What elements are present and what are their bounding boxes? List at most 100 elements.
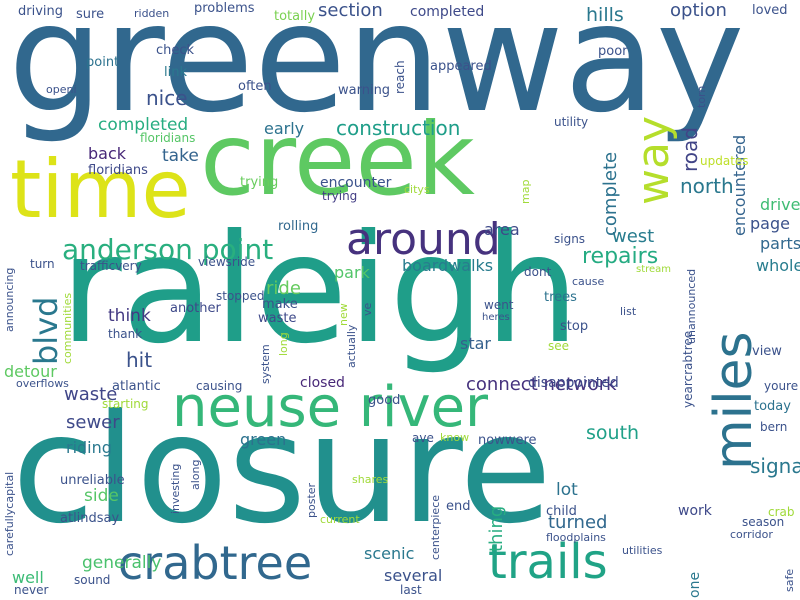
word-stopped: stopped [216,289,265,303]
word-carefullycapital: carefullycapital [3,471,16,556]
word-loved: totally [274,9,316,24]
word-another: another [170,301,221,316]
word-complete: complete [600,151,621,236]
word-west: west [612,226,655,247]
word-announcing: announcing [3,267,16,332]
word-scenic: turned [548,512,608,533]
word-poor: loved [752,3,788,18]
word-nowwere: nowwere [478,433,537,448]
word-warning: often [238,79,272,94]
word-creek: creek [200,101,475,218]
word-youre: youre [764,379,799,393]
word-encountered: encountered [730,134,749,236]
word-list: list [620,305,637,318]
word-waste: waste [258,311,297,326]
word-citys: citys [404,183,430,196]
word-signage: disappointed [528,375,619,391]
word-make: make [262,297,298,312]
word-hit: hit [126,348,153,372]
word-drive: drive [760,195,800,214]
word-crab: crab [768,505,795,519]
word-crabtree: crabtree [118,536,313,590]
word-new: new [337,303,350,326]
word-yearcrabtree: yearcrabtree [681,330,695,408]
word-north: north [680,174,734,198]
word-several: scenic [364,544,415,563]
word-south: star [460,334,491,353]
word-communities: communities [61,292,74,364]
word-road: road [678,127,702,172]
word-thing: lot [556,480,578,500]
word-anderson-point: anderson point [62,233,274,266]
word-dont: dont [524,265,552,279]
word-hills: hills [586,4,624,26]
word-early: early [264,119,305,138]
word-last: last [400,583,422,597]
word-miles: around [346,214,501,265]
word-section: section [318,0,383,21]
word-boardwalks: boardwalks [402,256,494,275]
word-raleigh: raleigh [60,203,580,377]
word-along: along [189,459,202,490]
word-whole: whole [756,256,800,275]
word-green: detour [4,362,57,381]
word-construction: construction [336,116,461,140]
word-closure: closure [12,383,552,557]
word-blvd: blvd [27,296,65,365]
word-investing: investing [169,463,182,514]
word-often: openi [46,83,77,96]
word-safe: safe [783,568,796,592]
word-ride: ride [266,278,301,299]
word-driving: work [678,503,712,519]
word-back: back [88,144,127,163]
word-atlindsay: atlindsay [60,511,120,526]
word-trees: trees [544,290,577,305]
word-ve: ve [361,302,374,316]
word-riding: side [84,486,119,506]
word-ave: ave [412,431,434,445]
word-torn: appeared [430,59,492,74]
word-sound: sound [74,573,111,587]
word-good: good [368,393,401,408]
word-generally: several [384,566,443,585]
word-side: sewer [66,412,120,433]
word-one: well [12,568,44,587]
word-page: page [750,214,790,233]
word-signs: signs [554,232,586,246]
word-disappointed: closed [300,375,345,391]
word-either: area [484,220,520,239]
word-many: trying [322,189,358,203]
word-know: know [440,431,470,444]
word-wonderful: map [519,179,532,204]
word-link: point [86,55,120,70]
word-area: encounter [320,175,392,191]
word-view: view [752,344,782,359]
word-system: system [259,344,272,384]
word-rolling: rolling [278,219,319,234]
word-way: way [628,116,679,205]
word-appeared: reach [393,60,407,94]
word-causing: causing [196,379,243,393]
word-detour: riding [66,438,112,457]
word-floridians: floridians [88,163,148,178]
word-time: time [10,143,191,236]
word-stream: stream [636,264,672,275]
word-viewsride: viewsride [198,255,256,269]
word-think: think [108,306,151,326]
word-utility: torn [695,85,708,108]
word-trafficvery: trafficvery [80,259,142,273]
word-option: option [670,0,727,21]
word-totally: problems [194,1,255,16]
word-work: one [687,571,703,598]
word-end: end [446,499,471,514]
word-centerpiece: centerpiece [429,494,442,560]
word-updates: updates [700,154,749,168]
word-season: season [742,515,785,529]
word-lot: signage [750,454,800,478]
word-park: park [334,263,370,282]
word-reach: warning [338,83,391,98]
word-starting: starting [102,397,149,411]
word-child: child [546,504,577,519]
word-atlantic: atlantic [112,379,161,394]
